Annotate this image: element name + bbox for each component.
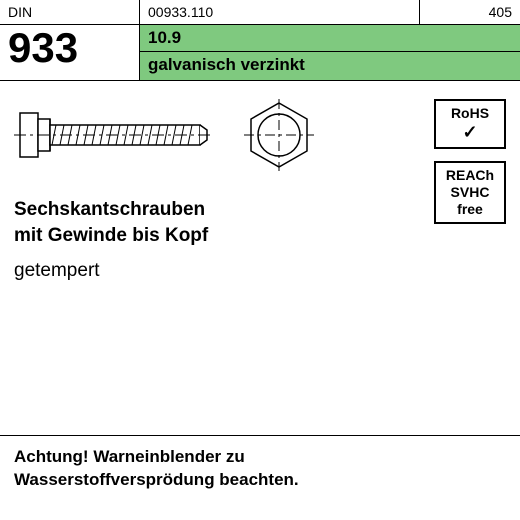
- warning-line1: Achtung! Warneinblender zu: [14, 446, 506, 469]
- reach-badge: REACh SVHC free: [434, 161, 506, 223]
- warning-footer: Achtung! Warneinblender zu Wasserstoffve…: [0, 435, 520, 492]
- product-subline: mit Gewinde bis Kopf: [14, 223, 506, 249]
- compliance-badges: RoHS ✓ REACh SVHC free: [434, 99, 506, 224]
- product-name: Sechskantschrauben: [14, 197, 506, 223]
- figure-row: [14, 99, 506, 171]
- finish-label: galvanisch verzinkt: [140, 52, 520, 80]
- reach-line3: free: [457, 201, 483, 217]
- description-block: Sechskantschrauben mit Gewinde bis Kopf …: [14, 197, 506, 284]
- spec-row: 933 10.9 galvanisch verzinkt: [0, 25, 520, 81]
- content-area: RoHS ✓ REACh SVHC free Sechskantschraube…: [0, 81, 520, 294]
- reach-line2: SVHC: [451, 184, 490, 200]
- rohs-badge: RoHS ✓: [434, 99, 506, 149]
- header-row: DIN 00933.110 405: [0, 0, 520, 25]
- reach-line1: REACh: [446, 167, 494, 183]
- din-number: 933: [0, 25, 140, 80]
- header-din-label: DIN: [0, 0, 140, 24]
- product-treatment: getempert: [14, 258, 506, 284]
- header-code: 00933.110: [140, 0, 420, 24]
- hex-head-icon: [244, 99, 314, 171]
- strength-grade: 10.9: [140, 25, 520, 52]
- spec-right: 10.9 galvanisch verzinkt: [140, 25, 520, 80]
- rohs-label: RoHS: [451, 105, 489, 121]
- check-icon: ✓: [438, 122, 502, 144]
- warning-line2: Wasserstoffversprödung beachten.: [14, 469, 506, 492]
- header-right-code: 405: [420, 0, 520, 24]
- bolt-side-icon: [14, 99, 214, 171]
